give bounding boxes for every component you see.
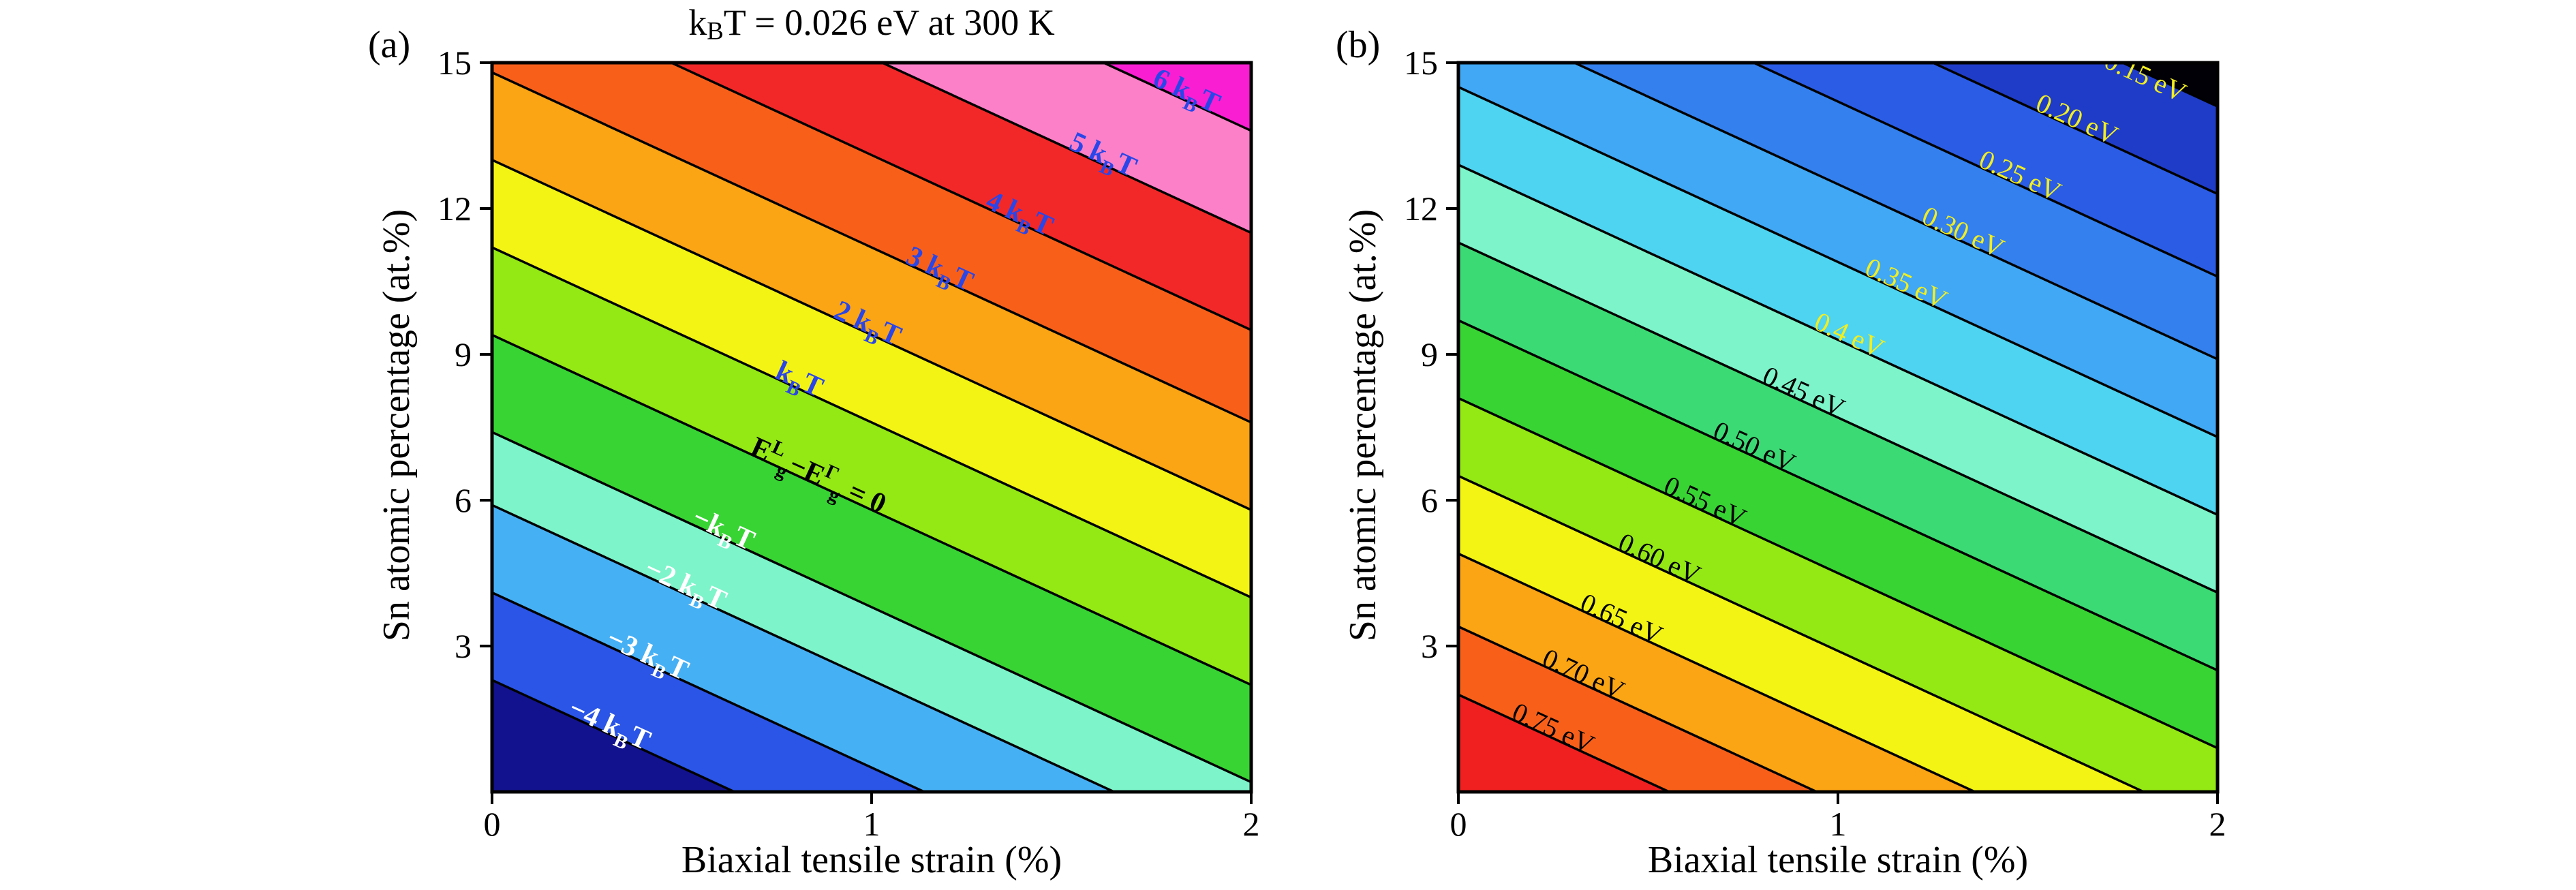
contour-lines: [492, 63, 1251, 792]
figure-title-segment: T = 0.026 eV at 300 K: [723, 2, 1055, 43]
x-tick-label: 2: [2209, 805, 2226, 843]
x-tick-label: 1: [863, 805, 880, 843]
panel-a-xlabel: Biaxial tensile strain (%): [681, 839, 1062, 881]
panel-a-tag: (a): [368, 24, 411, 66]
x-tick-label: 1: [1830, 805, 1847, 843]
y-tick-label: 6: [1421, 481, 1438, 519]
y-tick-label: 9: [455, 335, 472, 373]
x-tick-label: 0: [1450, 805, 1467, 843]
contour-bands: [492, 63, 1251, 792]
y-tick-label: 15: [1404, 44, 1438, 82]
x-tick-label: 2: [1243, 805, 1260, 843]
panel-b-contour-chart: 0.75 eV0.70 eV0.65 eV0.60 eV0.55 eV0.50 …: [1404, 44, 2226, 843]
panel-b-xlabel: Biaxial tensile strain (%): [1647, 839, 2029, 881]
x-tick-label: 0: [484, 805, 501, 843]
y-tick-label: 6: [455, 481, 472, 519]
contour-plot-area: 0.75 eV0.70 eV0.65 eV0.60 eV0.55 eV0.50 …: [1458, 63, 2218, 792]
y-tick-label: 3: [1421, 627, 1438, 665]
panel-b-tag: (b): [1336, 24, 1381, 66]
y-tick-label: 3: [455, 627, 472, 665]
y-tick-label: 9: [1421, 335, 1438, 373]
figure-title: kBT = 0.026 eV at 300 K: [492, 1, 1251, 46]
figure-title-segment: k: [688, 2, 707, 43]
figure-title-segment: B: [707, 16, 724, 45]
contour-lines: [1458, 63, 2218, 792]
y-tick-label: 12: [1404, 189, 1438, 228]
y-tick-label: 15: [438, 44, 472, 82]
contour-bands: [1458, 63, 2218, 792]
y-tick-label: 12: [438, 189, 472, 228]
